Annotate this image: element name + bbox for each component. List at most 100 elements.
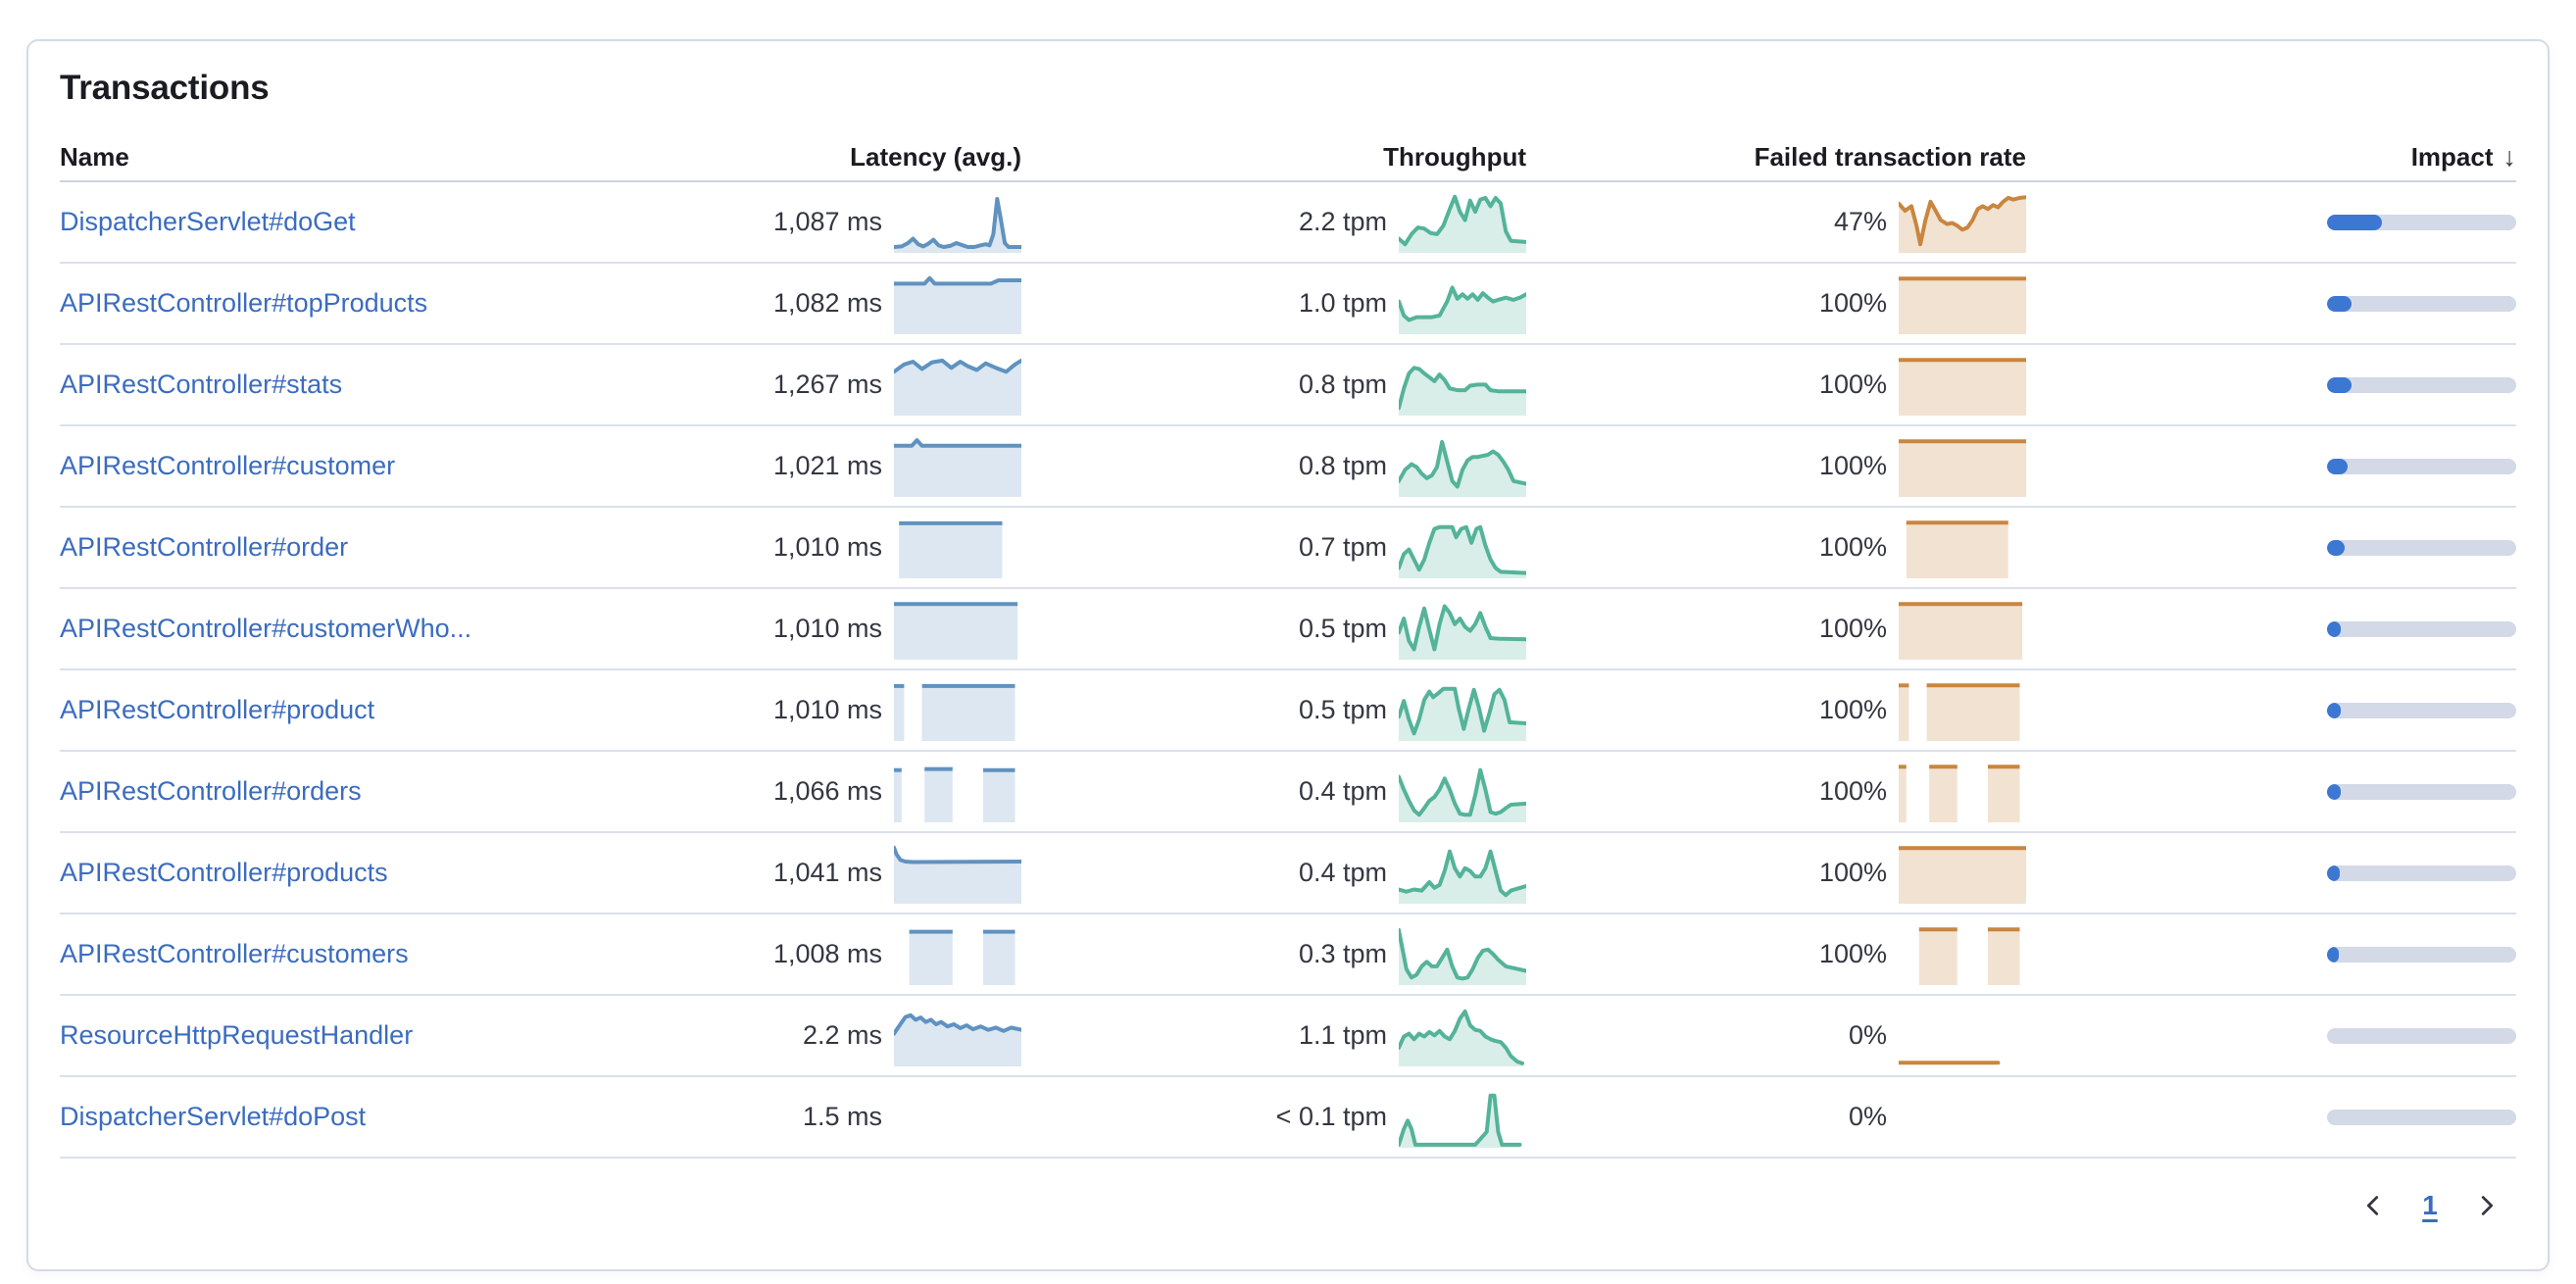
latency-sparkline: [894, 273, 1021, 334]
table-row: APIRestController#order 1,010 ms 0.7 tpm…: [60, 508, 2516, 589]
failed-rate-sparkline: [1899, 192, 2026, 253]
col-header-impact[interactable]: Impact ↓: [2026, 142, 2516, 173]
table-row: DispatcherServlet#doPost 1.5 ms < 0.1 tp…: [60, 1077, 2516, 1159]
impact-bar-fill: [2327, 864, 2340, 881]
failed-rate-value: 100%: [1818, 939, 1887, 968]
impact-bar-fill: [2327, 458, 2349, 474]
throughput-value: 2.2 tpm: [1298, 207, 1387, 236]
impact-bar-fill: [2327, 539, 2346, 556]
throughput-sparkline: [1399, 843, 1526, 904]
pagination-page-1[interactable]: 1: [2404, 1180, 2455, 1231]
latency-sparkline: [894, 599, 1021, 660]
table-row: APIRestController#orders 1,066 ms 0.4 tp…: [60, 752, 2516, 833]
impact-bar: [2327, 783, 2516, 800]
latency-sparkline: [894, 680, 1021, 741]
latency-sparkline: [894, 518, 1021, 578]
impact-bar: [2327, 946, 2516, 963]
failed-rate-value: 47%: [1833, 207, 1887, 236]
pagination-prev-button[interactable]: [2348, 1180, 2399, 1231]
impact-bar: [2327, 539, 2516, 556]
impact-bar-fill: [2327, 376, 2353, 393]
latency-sparkline: [894, 762, 1021, 822]
failed-rate-sparkline: [1899, 273, 2026, 334]
failed-rate-sparkline: [1899, 1006, 2026, 1066]
latency-value: 1,066 ms: [772, 776, 882, 806]
panel-title: Transactions: [60, 69, 270, 107]
throughput-sparkline: [1399, 273, 1526, 334]
table-body: DispatcherServlet#doGet 1,087 ms 2.2 tpm…: [60, 182, 2516, 1159]
latency-sparkline: [894, 924, 1021, 985]
chevron-right-icon: [2481, 1196, 2494, 1215]
transaction-link[interactable]: APIRestController#customer: [60, 451, 396, 480]
latency-sparkline: [894, 1006, 1021, 1066]
transaction-link[interactable]: ResourceHttpRequestHandler: [60, 1020, 414, 1050]
impact-bar: [2327, 1109, 2516, 1125]
throughput-sparkline: [1399, 599, 1526, 660]
latency-value: 1,010 ms: [772, 695, 882, 724]
throughput-sparkline: [1399, 762, 1526, 822]
impact-bar-fill: [2327, 214, 2382, 230]
sort-desc-icon: ↓: [2502, 141, 2517, 172]
failed-rate-sparkline: [1899, 1087, 2026, 1148]
throughput-sparkline: [1399, 680, 1526, 741]
impact-bar-fill: [2327, 946, 2339, 963]
latency-value: 1,087 ms: [772, 207, 882, 236]
failed-rate-sparkline: [1899, 518, 2026, 578]
throughput-value: 1.1 tpm: [1298, 1020, 1387, 1050]
latency-value: 1,008 ms: [772, 939, 882, 968]
col-header-latency[interactable]: Latency (avg.): [850, 141, 1021, 172]
failed-rate-sparkline: [1899, 355, 2026, 416]
latency-value: 2.2 ms: [802, 1020, 882, 1050]
failed-rate-value: 100%: [1818, 532, 1887, 562]
impact-bar: [2327, 702, 2516, 718]
latency-value: 1,021 ms: [772, 451, 882, 480]
table-row: ResourceHttpRequestHandler 2.2 ms 1.1 tp…: [60, 996, 2516, 1077]
failed-rate-sparkline: [1899, 843, 2026, 904]
transaction-link[interactable]: APIRestController#customerWho...: [60, 614, 472, 643]
failed-rate-sparkline: [1899, 436, 2026, 497]
throughput-value: 0.7 tpm: [1298, 532, 1387, 562]
throughput-sparkline: [1399, 924, 1526, 985]
table-row: APIRestController#product 1,010 ms 0.5 t…: [60, 670, 2516, 752]
transaction-link[interactable]: APIRestController#customers: [60, 939, 409, 968]
latency-value: 1,010 ms: [772, 532, 882, 562]
transaction-link[interactable]: APIRestController#product: [60, 695, 375, 724]
transaction-link[interactable]: APIRestController#products: [60, 858, 388, 887]
throughput-sparkline: [1399, 1087, 1526, 1148]
table-row: APIRestController#customers 1,008 ms 0.3…: [60, 914, 2516, 996]
failed-rate-value: 100%: [1818, 614, 1887, 643]
latency-value: 1,041 ms: [772, 858, 882, 887]
pagination-next-button[interactable]: [2461, 1180, 2512, 1231]
throughput-value: 0.8 tpm: [1298, 451, 1387, 480]
throughput-value: 0.8 tpm: [1298, 370, 1387, 399]
col-header-name[interactable]: Name: [60, 141, 129, 172]
throughput-sparkline: [1399, 436, 1526, 497]
transaction-link[interactable]: APIRestController#stats: [60, 370, 343, 399]
impact-bar: [2327, 864, 2516, 881]
failed-rate-value: 100%: [1818, 858, 1887, 887]
throughput-sparkline: [1399, 355, 1526, 416]
transactions-panel: Transactions Name Latency (avg.) Through…: [26, 39, 2550, 1271]
failed-rate-value: 0%: [1848, 1102, 1887, 1131]
col-header-throughput[interactable]: Throughput: [1383, 141, 1526, 172]
transaction-link[interactable]: DispatcherServlet#doPost: [60, 1102, 367, 1131]
impact-bar: [2327, 295, 2516, 312]
throughput-value: 0.3 tpm: [1298, 939, 1387, 968]
table-row: APIRestController#customer 1,021 ms 0.8 …: [60, 426, 2516, 508]
failed-rate-value: 100%: [1818, 776, 1887, 806]
transaction-link[interactable]: DispatcherServlet#doGet: [60, 207, 356, 236]
table-row: DispatcherServlet#doGet 1,087 ms 2.2 tpm…: [60, 182, 2516, 264]
latency-sparkline: [894, 843, 1021, 904]
throughput-sparkline: [1399, 192, 1526, 253]
impact-bar: [2327, 458, 2516, 474]
transaction-link[interactable]: APIRestController#orders: [60, 776, 362, 806]
col-header-failed-rate[interactable]: Failed transaction rate: [1754, 141, 2026, 172]
throughput-value: 0.5 tpm: [1298, 614, 1387, 643]
failed-rate-value: 100%: [1818, 695, 1887, 724]
col-header-impact-label: Impact: [2410, 141, 2494, 172]
transaction-link[interactable]: APIRestController#topProducts: [60, 288, 428, 318]
transaction-link[interactable]: APIRestController#order: [60, 532, 349, 562]
chevron-left-icon: [2366, 1196, 2379, 1215]
impact-bar-fill: [2327, 295, 2353, 312]
latency-value: 1,010 ms: [772, 614, 882, 643]
